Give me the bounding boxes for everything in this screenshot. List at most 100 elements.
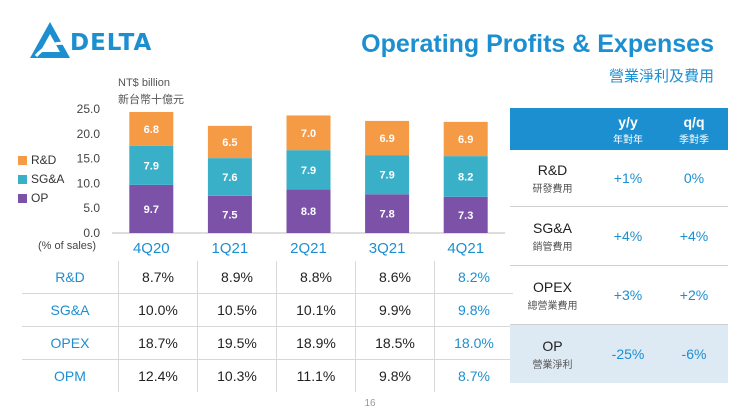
yy-value: -25% xyxy=(611,346,645,362)
bar-segment-op-3q21 xyxy=(365,194,410,233)
table-cell: 10.0% xyxy=(118,293,198,327)
bar-value-label: 7.9 xyxy=(379,170,394,182)
bar-segment-rd-3q21 xyxy=(365,120,410,156)
percent-of-sales-label: (% of sales) xyxy=(38,240,97,252)
x-tick-label: 2Q21 xyxy=(290,240,327,257)
y-tick-label: 0.0 xyxy=(83,226,100,240)
qq-value: -6% xyxy=(681,346,707,362)
bar-value-label: 7.9 xyxy=(301,165,316,177)
y-tick-label: 25.0 xyxy=(77,102,101,116)
table-cell: 8.6% xyxy=(355,261,435,294)
legend-item-op: OP xyxy=(18,191,48,205)
bar-value-label: 7.3 xyxy=(458,210,473,222)
legend-label-op: OP xyxy=(31,191,49,205)
qq-value: +2% xyxy=(679,287,709,303)
table-cell: 8.7% xyxy=(118,261,198,294)
bar-value-label: 7.8 xyxy=(379,209,394,221)
bar-segment-rd-4q20 xyxy=(129,111,174,146)
row-header: OPM xyxy=(22,359,119,392)
bar-segment-sga-1q21 xyxy=(207,158,252,196)
bar-value-label: 6.5 xyxy=(222,137,237,149)
table-cell: 18.0% xyxy=(434,326,513,360)
y-tick-label: 15.0 xyxy=(77,152,101,166)
growth-panel-header: y/y 年對年 q/q 季對季 xyxy=(510,108,728,150)
yy-value: +4% xyxy=(613,228,643,244)
page-number: 16 xyxy=(364,398,376,409)
bar-segment-rd-2q21 xyxy=(286,115,331,151)
table-cell: 12.4% xyxy=(118,359,198,392)
bar-segment-op-2q21 xyxy=(286,189,331,233)
table-cell: 9.8% xyxy=(434,293,513,327)
logo-text: DELTA xyxy=(70,30,153,56)
stacked-bar-chart: 0.0 5.0 10.0 15.0 20.0 25.0 9.7 7.9 6.8 4Q20 7.5 7.… xyxy=(77,102,505,257)
bar-segment-rd-1q21 xyxy=(207,125,252,159)
bar-segment-op-1q21 xyxy=(207,195,252,233)
table-cell: 8.8% xyxy=(276,261,356,294)
table-row: SG&A 10.0% 10.5% 10.1% 9.9% 9.8% xyxy=(22,293,513,327)
page-subtitle: 營業淨利及費用 xyxy=(608,68,714,85)
yy-value: +1% xyxy=(613,170,643,186)
table-cell: 11.1% xyxy=(276,359,356,392)
y-tick-label: 20.0 xyxy=(77,127,101,141)
header-yy: y/y 年對年 xyxy=(613,114,643,146)
bar-value-label: 8.2 xyxy=(458,171,473,183)
table-row: OPM 12.4% 10.3% 11.1% 9.8% 8.7% xyxy=(22,359,513,392)
bar-value-label: 6.8 xyxy=(144,124,159,136)
page-title: Operating Profits & Expenses xyxy=(361,30,714,58)
growth-row-op: OP 營業淨利 -25% -6% xyxy=(510,325,728,383)
bar-value-label: 8.8 xyxy=(301,206,316,218)
table-cell: 9.8% xyxy=(355,359,435,392)
x-tick-label: 3Q21 xyxy=(369,240,406,257)
table-cell: 8.2% xyxy=(434,261,513,294)
unit-label-en: NT$ billion xyxy=(118,77,170,89)
table-cell: 19.5% xyxy=(197,326,277,360)
unit-label-zh: 新台幣十億元 xyxy=(118,94,184,106)
bar-segment-rd-4q21 xyxy=(443,121,488,157)
bar-value-label: 7.6 xyxy=(222,172,237,184)
percent-of-sales-table: R&D 8.7% 8.9% 8.8% 8.6% 8.2% SG&A 10.0% … xyxy=(22,261,513,392)
bar-segment-sga-2q21 xyxy=(286,150,331,190)
table-cell: 9.9% xyxy=(355,293,435,327)
legend-item-rd: R&D xyxy=(18,153,56,167)
table-row: OPEX 18.7% 19.5% 18.9% 18.5% 18.0% xyxy=(22,326,513,360)
x-tick-label: 4Q21 xyxy=(447,240,484,257)
row-header: R&D xyxy=(55,269,85,285)
bar-value-label: 9.7 xyxy=(144,204,159,216)
qq-value: 0% xyxy=(683,170,705,186)
table-cell: 8.9% xyxy=(197,261,277,294)
bar-segment-sga-3q21 xyxy=(365,155,410,195)
table-cell: 18.9% xyxy=(276,326,356,360)
bar-value-label: 7.0 xyxy=(301,128,316,140)
bar-value-label: 7.5 xyxy=(222,209,237,221)
table-cell: 18.7% xyxy=(118,326,198,360)
yy-value: +3% xyxy=(613,287,643,303)
y-tick-label: 10.0 xyxy=(77,176,101,190)
delta-logo xyxy=(30,22,70,58)
table-row: R&D 8.7% 8.9% 8.8% 8.6% 8.2% xyxy=(22,261,513,294)
bar-segment-sga-4q21 xyxy=(443,156,488,197)
qq-value: +4% xyxy=(679,228,709,244)
legend-item-sga: SG&A xyxy=(18,172,64,186)
bar-segment-sga-4q20 xyxy=(129,145,174,185)
legend-swatch-rd xyxy=(18,155,27,165)
bar-value-label: 6.9 xyxy=(458,134,473,146)
table-cell: 8.7% xyxy=(434,359,513,392)
bar-value-label: 6.9 xyxy=(379,133,394,145)
table-cell: 10.3% xyxy=(197,359,277,392)
growth-row-opex: OPEX 總營業費用 +3% +2% xyxy=(510,266,728,325)
legend-label-sga: SG&A xyxy=(31,172,65,186)
growth-row-sga: SG&A 銷管費用 +4% +4% xyxy=(510,207,728,266)
legend-label-rd: R&D xyxy=(31,153,57,167)
growth-panel: y/y 年對年 q/q 季對季 R&D 研發費用 +1% 0% SG&A 銷管費用 … xyxy=(510,108,728,383)
table-cell: 18.5% xyxy=(355,326,435,360)
table-cell: 10.1% xyxy=(276,293,356,327)
legend-swatch-sga xyxy=(18,174,27,184)
header-qq: q/q 季對季 xyxy=(679,114,709,146)
row-header: SG&A xyxy=(22,293,119,327)
x-tick-label: 4Q20 xyxy=(133,240,170,257)
x-tick-label: 1Q21 xyxy=(212,240,249,257)
legend-swatch-op xyxy=(18,193,27,203)
y-tick-label: 5.0 xyxy=(83,201,100,215)
table-cell: 10.5% xyxy=(197,293,277,327)
growth-row-rd: R&D 研發費用 +1% 0% xyxy=(510,150,728,207)
